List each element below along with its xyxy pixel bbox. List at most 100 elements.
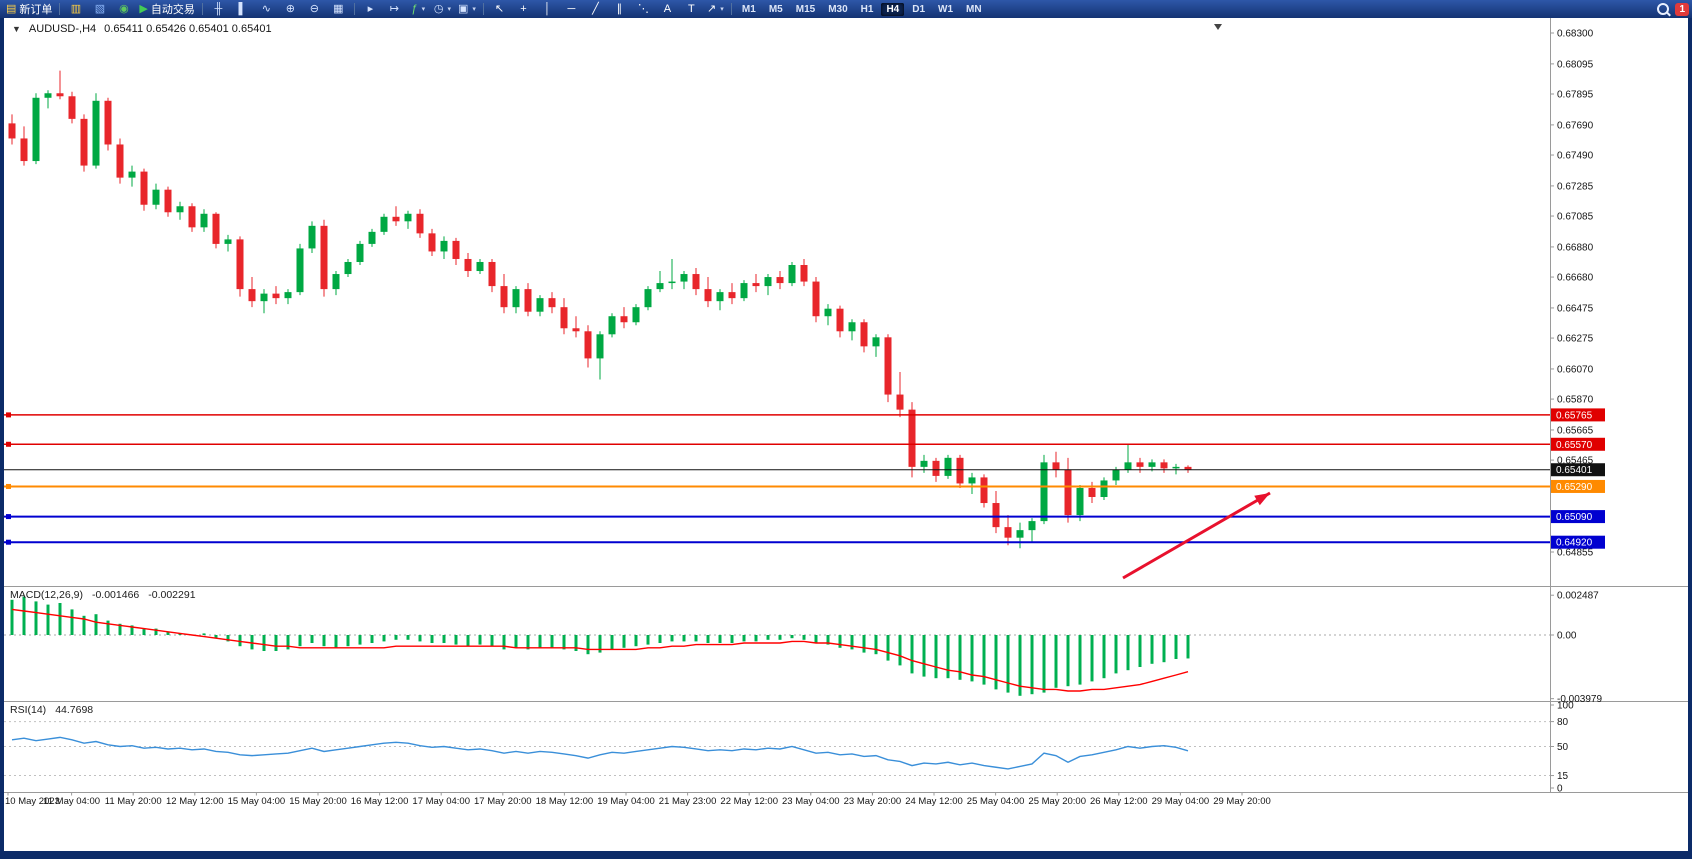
candle-body bbox=[872, 337, 880, 347]
candle-body bbox=[524, 289, 532, 312]
notification-badge[interactable]: 1 bbox=[1675, 2, 1689, 16]
new-chart-button[interactable]: ▥ bbox=[64, 1, 87, 17]
candle-body bbox=[1064, 469, 1072, 516]
timeframe-m1-button[interactable]: M1 bbox=[741, 3, 756, 15]
line-anchor-marker[interactable] bbox=[6, 483, 11, 489]
line-anchor-marker[interactable] bbox=[6, 539, 11, 545]
rsi-line bbox=[11, 736, 1189, 770]
line-price-label-box bbox=[1551, 437, 1605, 451]
candle-body bbox=[1124, 462, 1132, 470]
candle-body bbox=[656, 283, 664, 290]
one-click-trading-toggle[interactable]: ▼ bbox=[12, 24, 21, 34]
candle-body bbox=[680, 274, 688, 282]
metaeditor-button[interactable]: ◉ bbox=[112, 1, 135, 17]
candle-body bbox=[236, 239, 244, 290]
periods-button[interactable]: ◷ ▾ bbox=[431, 1, 454, 17]
price-tick-label: 0.64855 bbox=[1557, 547, 1594, 558]
candle-body bbox=[968, 477, 976, 484]
candle-body bbox=[668, 281, 676, 284]
auto-trading-icon: ▶ bbox=[139, 2, 148, 15]
text-button[interactable]: A bbox=[656, 1, 679, 17]
auto-scroll-button[interactable]: ▸ bbox=[359, 1, 382, 17]
trend-arrow[interactable] bbox=[1122, 491, 1271, 580]
timeframe-m30-button[interactable]: M30 bbox=[828, 3, 848, 15]
candle-body bbox=[356, 243, 364, 262]
cursor-icon: ↖ bbox=[494, 2, 505, 15]
bar-chart-button[interactable]: ╫ bbox=[207, 1, 230, 17]
timeframe-h1-button[interactable]: H1 bbox=[860, 3, 874, 15]
timeframe-w1-button[interactable]: W1 bbox=[938, 3, 954, 15]
candlestick-button[interactable]: ▌ bbox=[231, 1, 254, 17]
arrows-button[interactable]: ↗ ▾ bbox=[704, 1, 727, 17]
toolbar-separator bbox=[59, 3, 61, 15]
line-chart-button[interactable]: ∿ bbox=[255, 1, 278, 17]
profiles-button[interactable]: ▧ bbox=[88, 1, 111, 17]
time-axis-label: 23 May 04:00 bbox=[782, 796, 840, 807]
trend-arrow-head[interactable] bbox=[1254, 493, 1270, 506]
candle-body bbox=[128, 171, 136, 178]
price-tick-label: 0.67490 bbox=[1557, 151, 1594, 162]
price-tick-label: 0.65870 bbox=[1557, 395, 1594, 406]
candle-body bbox=[152, 189, 160, 205]
auto-scroll-icon: ▸ bbox=[367, 2, 374, 15]
fibonacci-icon: ⋱ bbox=[637, 2, 649, 15]
price-tick-label: 0.66070 bbox=[1557, 364, 1594, 375]
time-axis-label: 22 May 12:00 bbox=[720, 796, 778, 807]
line-anchor-marker[interactable] bbox=[6, 441, 11, 447]
channel-button[interactable]: ∥ bbox=[608, 1, 631, 17]
zoom-in-button[interactable]: ⊕ bbox=[279, 1, 302, 17]
timeframe-m15-button[interactable]: M15 bbox=[795, 3, 816, 15]
toolbar-separator bbox=[482, 3, 484, 15]
arrows-icon: ↗ bbox=[707, 2, 717, 15]
line-anchor-marker[interactable] bbox=[6, 412, 11, 418]
time-axis-label: 21 May 23:00 bbox=[659, 796, 717, 807]
indicators-button[interactable]: ƒ ▾ bbox=[407, 1, 430, 17]
tile-windows-button[interactable]: ▦ bbox=[327, 1, 350, 17]
chart-window[interactable] bbox=[4, 18, 1688, 851]
new-order-button[interactable]: ▤ 新订单 bbox=[3, 1, 55, 17]
auto-trading-button[interactable]: ▶ 自动交易 bbox=[136, 1, 197, 17]
chart-shift-button[interactable]: ↦ bbox=[383, 1, 406, 17]
chevron-down-icon: ▾ bbox=[447, 6, 451, 13]
time-axis-label: 19 May 04:00 bbox=[597, 796, 655, 807]
candle-body bbox=[308, 225, 316, 249]
candle-body bbox=[224, 239, 232, 244]
price-tick-label: 0.65665 bbox=[1557, 425, 1594, 436]
chart-shift-marker[interactable] bbox=[1214, 24, 1222, 30]
macd-tick-label: -0.003979 bbox=[1557, 694, 1602, 705]
templates-button[interactable]: ▣ ▾ bbox=[455, 1, 479, 17]
candle-body bbox=[836, 308, 844, 332]
trendline-button[interactable]: ╱ bbox=[584, 1, 607, 17]
chart-ohlc-values: 0.65411 0.65426 0.65401 0.65401 bbox=[104, 23, 272, 35]
crosshair-button[interactable]: + bbox=[512, 1, 535, 17]
fibonacci-button[interactable]: ⋱ bbox=[632, 1, 655, 17]
candle-body bbox=[608, 316, 616, 335]
candle-body bbox=[368, 231, 376, 244]
timeframe-h4-button[interactable]: H4 bbox=[881, 2, 905, 16]
horizontal-line-button[interactable]: ─ bbox=[560, 1, 583, 17]
price-tick-label: 0.67895 bbox=[1557, 90, 1594, 101]
candle-body bbox=[428, 233, 436, 252]
timeframe-m5-button[interactable]: M5 bbox=[768, 3, 783, 15]
toolbar-separator bbox=[353, 3, 355, 15]
vertical-line-button[interactable]: │ bbox=[536, 1, 559, 17]
chart-canvas[interactable]: 0.68300 0.68095 0.67895 0.67690 0.67490 0.672… bbox=[4, 18, 1688, 851]
candle-body bbox=[956, 457, 964, 484]
text-label-button[interactable]: T bbox=[680, 1, 703, 17]
line-price-label: 0.65401 bbox=[1556, 465, 1593, 476]
candle-body bbox=[776, 277, 784, 284]
cursor-button[interactable]: ↖ bbox=[488, 1, 511, 17]
macd-signal-line bbox=[11, 608, 1189, 692]
time-axis-label: 25 May 20:00 bbox=[1028, 796, 1086, 807]
candle-body bbox=[1028, 521, 1036, 531]
zoom-out-button[interactable]: ⊖ bbox=[303, 1, 326, 17]
periods-icon: ◷ bbox=[433, 2, 444, 15]
search-icon[interactable] bbox=[1657, 3, 1670, 15]
price-tick-label: 0.65465 bbox=[1557, 456, 1594, 467]
candle-body bbox=[320, 225, 328, 290]
time-axis-label: 17 May 20:00 bbox=[474, 796, 532, 807]
candle-body bbox=[296, 248, 304, 293]
timeframe-mn-button[interactable]: MN bbox=[966, 3, 982, 15]
line-anchor-marker[interactable] bbox=[6, 514, 11, 520]
timeframe-d1-button[interactable]: D1 bbox=[912, 3, 926, 15]
